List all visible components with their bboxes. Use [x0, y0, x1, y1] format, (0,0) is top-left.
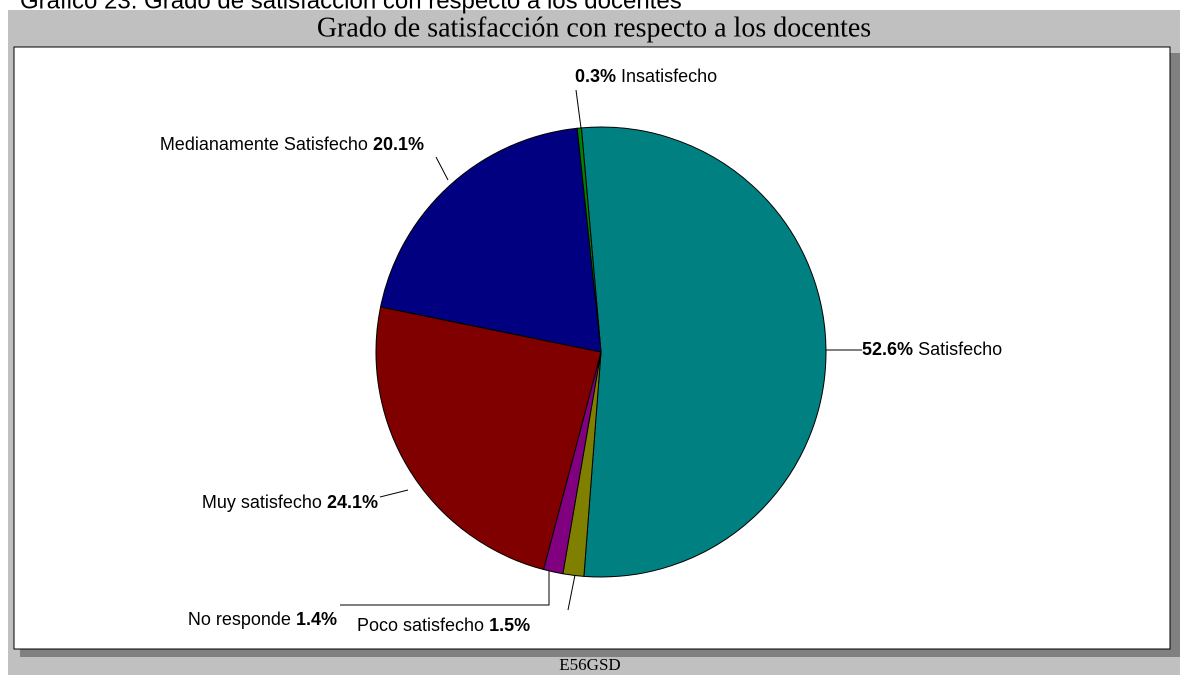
value-label: 0.3% [575, 66, 616, 86]
slice-label: No responde 1.4% [188, 609, 337, 629]
labels: 52.6% Satisfecho Poco satisfecho 1.5% No r… [160, 66, 1002, 635]
pie [375, 126, 827, 578]
chart-title: Grado de satisfacción con respecto a los… [317, 12, 871, 43]
value-label: 1.5% [489, 615, 530, 635]
value-label: 1.4% [296, 609, 337, 629]
category-label: Satisfecho [918, 339, 1002, 359]
slice-label: 52.6% Satisfecho [862, 339, 1002, 359]
slice-label: 0.3% Insatisfecho [575, 66, 717, 86]
value-label: 24.1% [327, 492, 378, 512]
leader-line [435, 156, 449, 181]
category-label: Medianamente Satisfecho [160, 134, 368, 154]
value-label: 20.1% [373, 134, 424, 154]
leader-line [567, 574, 576, 611]
value-label: 52.6% [862, 339, 913, 359]
pie-slice [375, 306, 602, 571]
pie-slice [379, 127, 602, 353]
category-label: Poco satisfecho [357, 615, 484, 635]
pie-slice [580, 126, 827, 578]
leader-line [379, 489, 409, 498]
category-label: Insatisfecho [621, 66, 717, 86]
leader-line [340, 571, 550, 606]
slice-label: Muy satisfecho 24.1% [202, 492, 378, 512]
caption: Gráfico 23. Grado de satisfacción con re… [20, 0, 682, 14]
category-label: Muy satisfecho [202, 492, 322, 512]
category-label: No responde [188, 609, 291, 629]
slice-label: Poco satisfecho 1.5% [357, 615, 530, 635]
leader-line [575, 89, 582, 129]
slice-label: Medianamente Satisfecho 20.1% [160, 134, 424, 154]
footer: E56GSD [559, 655, 620, 674]
